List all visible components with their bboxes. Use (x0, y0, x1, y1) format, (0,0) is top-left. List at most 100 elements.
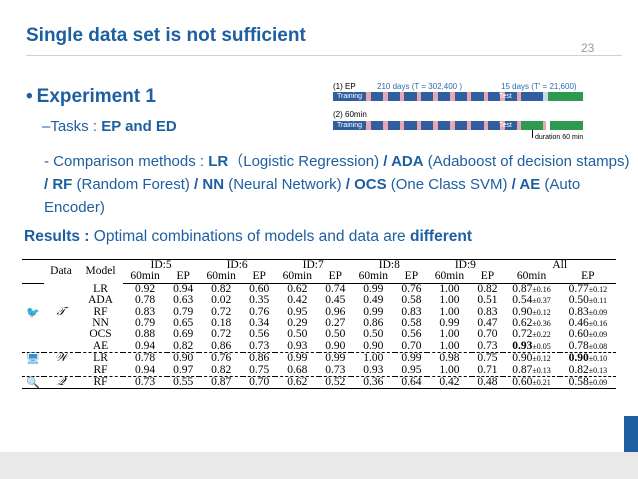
std-value: 0.21 (536, 378, 551, 388)
score-cell: 0.78 (135, 294, 156, 307)
experiment-timeline-diagram: (1) EP 210 days (T = 302,400 ) 15 days (… (333, 82, 595, 144)
row2-label: (2) 60min (333, 110, 367, 119)
std-value: 0.10 (593, 354, 608, 364)
score-cell: 0.45 (325, 294, 346, 307)
timeline-segment (421, 92, 434, 101)
search-icon: 🔍 (22, 376, 44, 390)
mean-value: 0.77 (568, 282, 589, 295)
all-score-cell: 0.72±0.22 (503, 329, 559, 341)
timeline-segment (504, 92, 518, 101)
mean-value: 0.83 (568, 305, 589, 318)
mean-value: 0.58 (568, 376, 589, 389)
score-cell: 1.00 (427, 340, 472, 354)
score-cell: 0.51 (477, 294, 498, 307)
pm-sign: ± (588, 319, 594, 329)
method-text: (Random Forest) (72, 176, 195, 193)
score-cell: 0.76 (401, 282, 422, 295)
mean-value: 0.50 (568, 294, 589, 307)
pm-sign: ± (588, 378, 594, 388)
score-cell: 0.93 (351, 364, 396, 378)
score-cell: 0.35 (249, 294, 270, 307)
score-cell: 1.00 (439, 328, 460, 341)
score-cell: 0.62 (287, 282, 308, 295)
score-cell: 0.73 (471, 340, 504, 354)
timeline-segment (504, 121, 518, 130)
table-row: 🖥 𝒲 LR 0.78 0.90 0.76 0.86 0.99 0.99 1.00 0.99 0.98… (22, 353, 616, 365)
score-cell: 0.50 (363, 328, 384, 341)
score-cell: 0.58 (401, 317, 422, 330)
method-name: / ADA (383, 153, 424, 170)
all-score-cell: 0.83±0.09 (560, 305, 616, 318)
table-row: NN 0.79 0.65 0.18 0.34 0.29 0.27 0.86 0.58 0.99 0.… (22, 317, 616, 330)
all-score-cell: 0.60±0.21 (503, 376, 560, 390)
id-header: ID:6 (199, 259, 276, 272)
pm-sign: ± (532, 341, 537, 351)
mean-value: 0.87 (512, 363, 533, 376)
table-row: LR 0.92 0.94 0.82 0.60 0.62 0.74 0.99 0.76 1.00 0.… (22, 283, 616, 295)
std-value: 0.16 (536, 284, 551, 294)
score-cell: 0.55 (167, 376, 200, 390)
all-score-cell: 0.78±0.08 (559, 340, 616, 354)
mean-value: 0.90 (512, 352, 533, 365)
mean-value: 0.90 (568, 352, 589, 365)
data-cell (44, 329, 78, 340)
score-cell: 0.99 (401, 352, 422, 365)
table-row: RF 0.94 0.97 0.82 0.75 0.68 0.73 0.93 0.95 1.00 0.… (22, 363, 616, 378)
std-value: 0.13 (593, 365, 608, 375)
timeline-segment (466, 92, 472, 101)
all-score-cell: 0.90±0.12 (503, 353, 559, 365)
score-cell: 0.82 (477, 282, 498, 295)
all-score-cell: 0.60±0.09 (560, 328, 616, 341)
timeline-segment (542, 121, 547, 130)
timeline-segment (437, 121, 451, 130)
all-score-cell: 0.62±0.36 (503, 317, 559, 329)
pm-sign: ± (588, 365, 594, 375)
std-value: 0.09 (593, 330, 608, 340)
results-emphasis: different (409, 228, 472, 245)
score-cell: 0.56 (401, 328, 422, 341)
timeline-segment (383, 92, 388, 101)
id-header: ID:7 (275, 259, 352, 272)
sub-header: 60min (199, 271, 244, 284)
std-value: 0.37 (536, 296, 551, 306)
data-cell (44, 318, 78, 329)
mean-value: 0.87 (512, 282, 533, 295)
score-cell: 0.56 (249, 328, 270, 341)
bullet-heading: • Experiment 1 (26, 86, 156, 108)
score-cell: 0.95 (287, 305, 308, 318)
timeline-segment (521, 92, 543, 101)
timeline-segment (399, 121, 405, 130)
timeline-segment (500, 121, 505, 130)
mean-value: 0.54 (512, 294, 533, 307)
score-cell: 0.98 (439, 352, 460, 365)
score-cell: 0.71 (471, 364, 504, 378)
std-value: 0.36 (536, 319, 551, 329)
score-cell: 0.72 (211, 328, 232, 341)
timeline-segment (500, 92, 505, 101)
score-cell: 0.75 (243, 364, 276, 378)
score-cell: 0.76 (249, 305, 270, 318)
std-value: 0.13 (536, 365, 551, 375)
method-text: (One Class SVM) (386, 176, 512, 193)
pm-sign: ± (588, 341, 594, 351)
score-cell: 0.74 (325, 282, 346, 295)
pm-sign: ± (588, 296, 594, 306)
sub-header: EP (559, 271, 616, 284)
score-cell: 0.97 (167, 364, 200, 378)
timeline-segment (517, 121, 522, 130)
icon-cell (22, 318, 44, 329)
method-name: / RF (44, 176, 73, 193)
results-line: Results : Optimal combinations of models… (24, 228, 472, 246)
all-score-cell: 0.93±0.05 (503, 340, 560, 354)
score-cell: 0.86 (249, 352, 270, 365)
score-cell: 1.00 (439, 294, 460, 307)
row1-label: (1) EP (333, 82, 356, 91)
data-cell (44, 364, 79, 378)
pm-sign: ± (532, 307, 537, 317)
score-cell: 0.29 (287, 317, 308, 330)
score-cell: 0.94 (123, 364, 168, 378)
timeline-segment (450, 92, 455, 101)
method-text: （Logistic Regression) (228, 153, 384, 170)
mean-value: 0.60 (568, 328, 589, 341)
results-table-container: Data Model ID:5 ID:6 ID:7 ID:8 ID:9 All … (22, 259, 616, 410)
